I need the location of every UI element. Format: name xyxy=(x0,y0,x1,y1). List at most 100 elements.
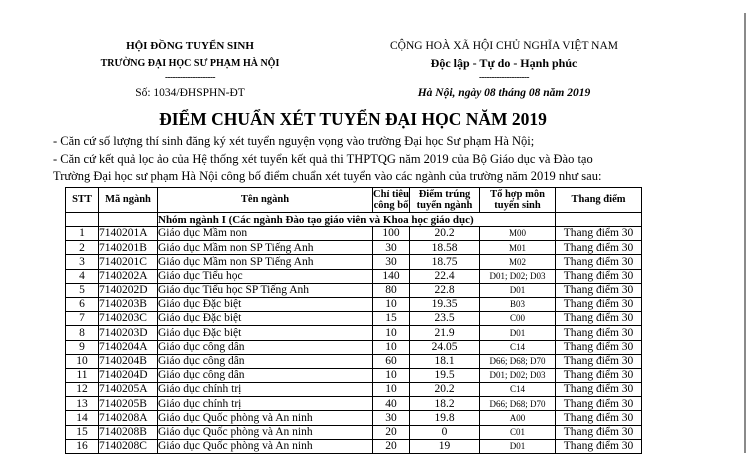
chi-tieu-cell: 80 xyxy=(372,282,410,298)
letterhead-right: CỘNG HOÀ XÃ HỘI CHỦ NGHĨA VIỆT NAM Độc l… xyxy=(348,40,660,100)
chi-tieu-cell: 10 xyxy=(372,367,410,384)
ten-nganh-cell: Giáo dục Tiểu học xyxy=(157,268,373,284)
header-to-hop-mon: Tổ hợp môn tuyển sinh xyxy=(479,187,556,213)
stt-cell: 3 xyxy=(65,254,99,270)
national-motto-line1: CỘNG HOÀ XÃ HỘI CHỦ NGHĨA VIỆT NAM xyxy=(390,40,618,52)
preamble-line-3: Trường Đại học sư phạm Hà Nội công bố đi… xyxy=(53,169,602,183)
ma-nganh-cell: 7140208C xyxy=(98,438,158,454)
table-row: 8 7140203D Giáo dục Đặc biệt 10 21.9 D01 Thang… xyxy=(65,325,642,341)
to-hop-cell: D66; D68; D70 xyxy=(479,353,556,369)
ma-nganh-cell: 7140208B xyxy=(98,424,158,440)
chi-tieu-cell: 100 xyxy=(372,225,410,242)
table-row: 3 7140201C Giáo dục Mầm non SP Tiếng Anh 30… xyxy=(65,254,642,270)
chi-tieu-cell: 40 xyxy=(372,396,410,412)
header-chi-tieu: Chỉ tiêu công bố xyxy=(372,187,410,213)
ma-nganh-cell: 7140202D xyxy=(98,282,158,298)
diem-cell: 19.5 xyxy=(409,367,480,384)
thang-diem-cell: Thang điểm 30 xyxy=(555,367,642,384)
thang-diem-cell: Thang điểm 30 xyxy=(555,325,642,341)
to-hop-cell: C00 xyxy=(479,311,556,327)
ten-nganh-cell: Giáo dục Đặc biệt xyxy=(157,311,373,327)
to-hop-cell: C01 xyxy=(479,424,556,440)
header-thang-diem: Thang điểm xyxy=(555,187,642,213)
stt-cell: 4 xyxy=(65,268,99,284)
ma-nganh-cell: 7140205B xyxy=(98,396,158,412)
diem-cell: 18.58 xyxy=(409,240,480,256)
table-row: 15 7140208B Giáo dục Quốc phòng và An ninh… xyxy=(65,424,642,440)
ten-nganh-cell: Giáo dục Đặc biệt xyxy=(157,296,373,313)
thang-diem-cell: Thang điểm 30 xyxy=(555,282,642,298)
stt-cell: 8 xyxy=(65,325,99,341)
stt-cell: 13 xyxy=(65,396,99,412)
to-hop-cell: C14 xyxy=(479,382,556,398)
table-row: 6 7140203B Giáo dục Đặc biệt 10 19.35 B03 Than… xyxy=(65,296,642,313)
score-table-body: Nhóm ngành I (Các ngành Đào tạo giáo viê… xyxy=(65,212,642,454)
header-ma-nganh: Mã ngành xyxy=(98,187,158,213)
issuer-council: HỘI ĐỒNG TUYỂN SINH xyxy=(126,40,254,52)
national-motto-line2: Độc lập - Tự do - Hạnh phúc xyxy=(430,56,578,70)
table-row: 9 7140204A Giáo dục công dân 10 24.05 C14 Than… xyxy=(65,339,642,355)
preamble: - Căn cứ số lượng thí sinh đăng ký xét t… xyxy=(53,133,653,186)
page-title: ĐIỂM CHUẨN XÉT TUYỂN ĐẠI HỌC NĂM 2019 xyxy=(159,109,547,129)
chi-tieu-cell: 140 xyxy=(372,268,410,284)
ma-nganh-cell: 7140204D xyxy=(98,367,158,384)
table-row: 11 7140204D Giáo dục công dân 10 19.5 D01; D0… xyxy=(65,367,642,384)
group-empty-ma xyxy=(98,212,158,227)
thang-diem-cell: Thang điểm 30 xyxy=(555,225,642,242)
stt-cell: 11 xyxy=(65,367,99,384)
to-hop-cell: D01 xyxy=(479,325,556,341)
chi-tieu-cell: 10 xyxy=(372,325,410,341)
diem-cell: 19.35 xyxy=(409,296,480,313)
chi-tieu-cell: 30 xyxy=(372,240,410,256)
to-hop-cell: B03 xyxy=(479,296,556,313)
diem-cell: 19 xyxy=(409,438,480,454)
issuer-university: TRƯỜNG ĐẠI HỌC SƯ PHẠM HÀ NỘI xyxy=(100,58,280,69)
group-header-row: Nhóm ngành I (Các ngành Đào tạo giáo viê… xyxy=(65,212,642,227)
table-row: 10 7140204B Giáo dục công dân 60 18.1 D66; D6… xyxy=(65,353,642,369)
table-row: 14 7140208A Giáo dục Quốc phòng và An ninh… xyxy=(65,410,642,426)
ten-nganh-cell: Giáo dục Quốc phòng và An ninh xyxy=(157,410,373,426)
date-line: Hà Nội, ngày 08 tháng 08 năm 2019 xyxy=(417,87,591,99)
to-hop-cell: D01; D02; D03 xyxy=(479,367,556,384)
window-edge-line xyxy=(744,13,746,453)
thang-diem-cell: Thang điểm 30 xyxy=(555,424,642,440)
table-row: 13 7140205B Giáo dục chính trị 40 18.2 D66; D… xyxy=(65,396,642,412)
to-hop-cell: A00 xyxy=(479,410,556,426)
table-row: 1 7140201A Giáo dục Mầm non 100 20.2 M00 Thang… xyxy=(65,225,642,242)
stt-cell: 7 xyxy=(65,311,99,327)
right-separator: -------------------- xyxy=(479,72,529,82)
stt-cell: 6 xyxy=(65,296,99,313)
thang-diem-cell: Thang điểm 30 xyxy=(555,396,642,412)
to-hop-cell: D01 xyxy=(479,282,556,298)
diem-cell: 23.5 xyxy=(409,311,480,327)
to-hop-cell: D66; D68; D70 xyxy=(479,396,556,412)
stt-cell: 14 xyxy=(65,410,99,426)
ten-nganh-cell: Giáo dục chính trị xyxy=(157,382,373,398)
thang-diem-cell: Thang điểm 30 xyxy=(555,438,642,454)
group-label: Nhóm ngành I (Các ngành Đào tạo giáo viê… xyxy=(157,212,556,227)
chi-tieu-cell: 20 xyxy=(372,424,410,440)
thang-diem-cell: Thang điểm 30 xyxy=(555,240,642,256)
ten-nganh-cell: Giáo dục công dân xyxy=(157,339,373,355)
ma-nganh-cell: 7140204B xyxy=(98,353,158,369)
left-separator: -------------------- xyxy=(165,72,215,82)
chi-tieu-cell: 10 xyxy=(372,296,410,313)
ten-nganh-cell: Giáo dục Quốc phòng và An ninh xyxy=(157,438,373,454)
admission-scores-table: STT Mã ngành Tên ngành Chỉ tiêu công bố … xyxy=(65,187,642,454)
ten-nganh-cell: Giáo dục Quốc phòng và An ninh xyxy=(157,424,373,440)
chi-tieu-cell: 10 xyxy=(372,382,410,398)
ma-nganh-cell: 7140202A xyxy=(98,268,158,284)
stt-cell: 9 xyxy=(65,339,99,355)
stt-cell: 2 xyxy=(65,240,99,256)
diem-cell: 18.75 xyxy=(409,254,480,270)
table-row: 12 7140205A Giáo dục chính trị 10 20.2 C14 Tha… xyxy=(65,382,642,398)
thang-diem-cell: Thang điểm 30 xyxy=(555,339,642,355)
group-empty-thang xyxy=(555,212,642,227)
diem-cell: 24.05 xyxy=(409,339,480,355)
to-hop-cell: C14 xyxy=(479,339,556,355)
ten-nganh-cell: Giáo dục công dân xyxy=(157,353,373,369)
diem-cell: 22.4 xyxy=(409,268,480,284)
diem-cell: 20.2 xyxy=(409,225,480,242)
ten-nganh-cell: Giáo dục công dân xyxy=(157,367,373,384)
